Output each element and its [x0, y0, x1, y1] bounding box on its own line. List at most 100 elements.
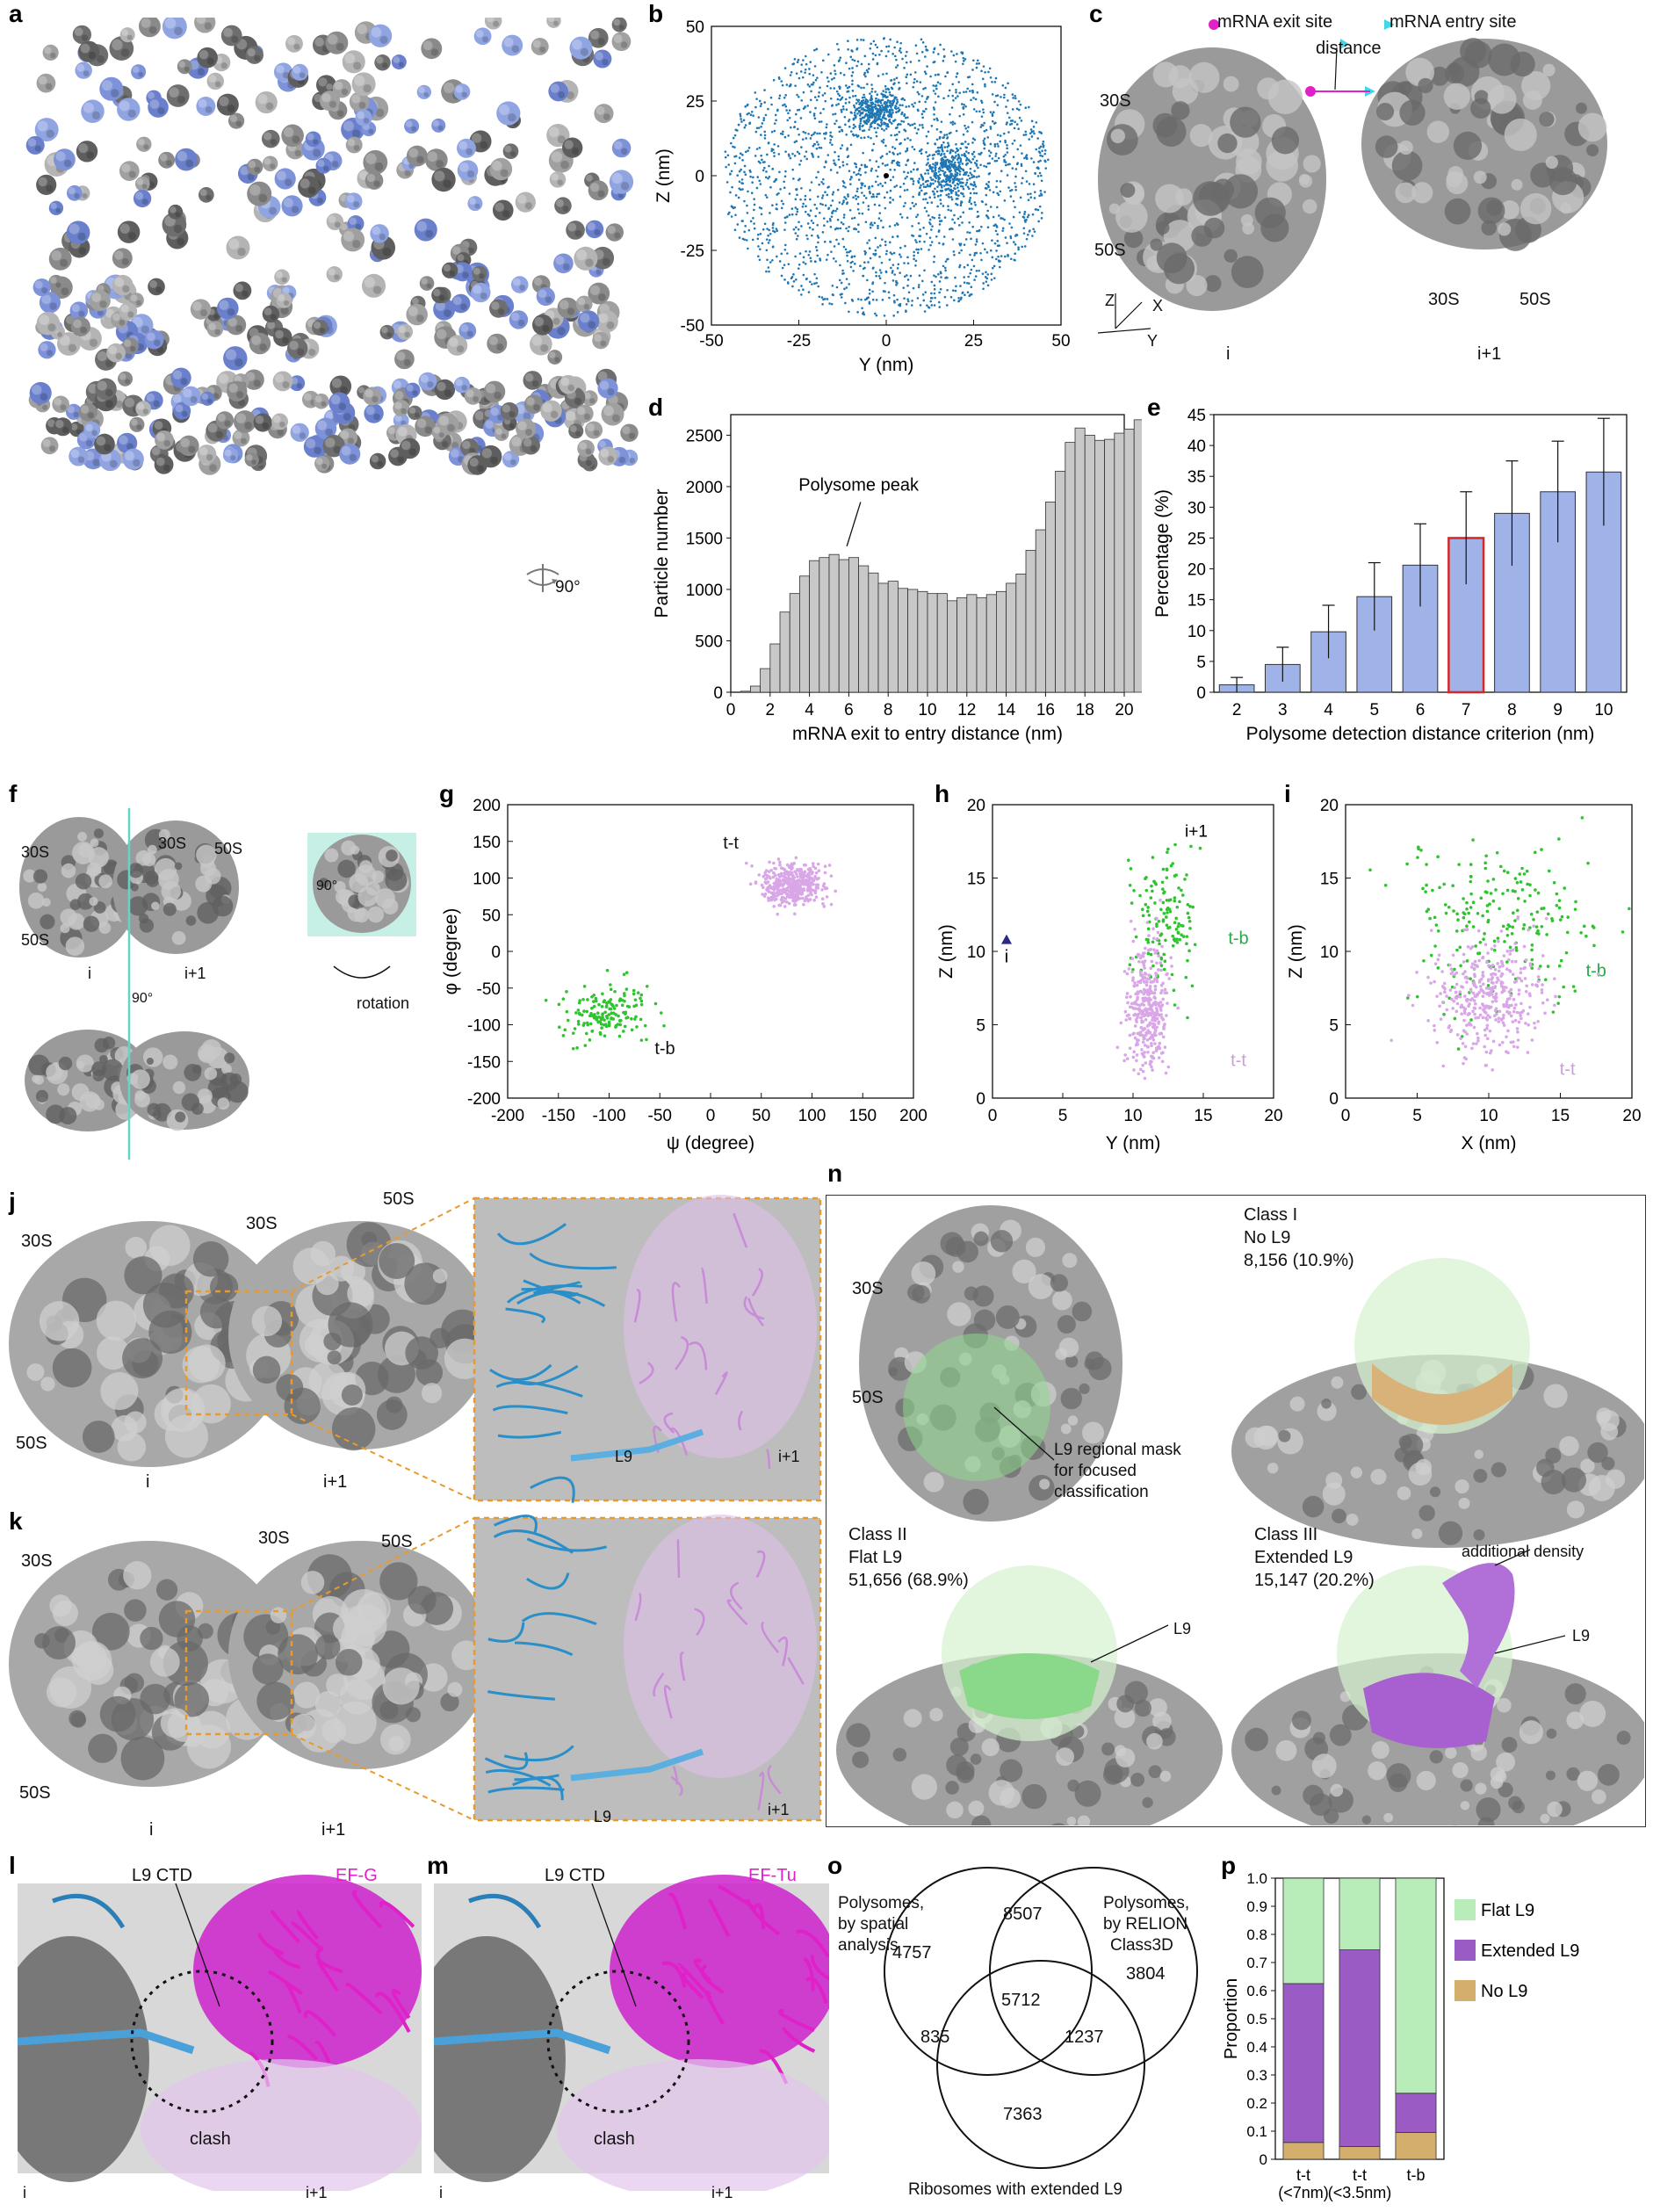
data-point	[877, 246, 879, 249]
particle-shadow	[467, 247, 474, 254]
data-point	[982, 287, 985, 291]
data-point	[893, 273, 896, 276]
data-point	[877, 217, 881, 220]
map-lobe	[1444, 198, 1471, 225]
particle-shadow	[213, 393, 220, 399]
particle-highlight	[328, 268, 336, 276]
data-point	[906, 73, 909, 76]
particle-shadow	[382, 247, 392, 257]
data-point	[947, 257, 949, 261]
data-point	[884, 144, 887, 148]
data-point	[885, 72, 888, 76]
particle-shadow	[240, 437, 247, 445]
data-point	[848, 225, 850, 228]
data-point	[915, 241, 918, 244]
particle-shadow	[353, 61, 362, 70]
data-point	[881, 104, 884, 107]
data-point	[871, 58, 875, 61]
ribosome-particle	[95, 378, 117, 401]
data-point	[798, 133, 800, 136]
map-lobe	[1500, 199, 1519, 220]
particle-highlight	[503, 37, 514, 47]
data-point	[962, 211, 965, 214]
data-point	[970, 293, 973, 296]
panel-c-label-i: i	[1226, 344, 1231, 364]
particle-shadow	[426, 283, 432, 289]
data-point	[885, 249, 889, 253]
data-point	[921, 116, 924, 119]
particle-highlight	[199, 49, 209, 60]
data-point	[996, 244, 1000, 248]
data-point	[783, 97, 786, 99]
ribosome-particle	[502, 143, 519, 160]
data-point	[915, 168, 919, 171]
data-point	[838, 165, 841, 169]
particle-body	[341, 228, 365, 252]
particle-shadow	[441, 440, 449, 448]
data-point	[734, 194, 738, 197]
data-point	[789, 74, 792, 76]
data-point	[852, 118, 855, 120]
particle-highlight	[577, 297, 586, 306]
data-point	[784, 94, 787, 97]
data-point	[951, 175, 955, 177]
ribosome-particle	[351, 72, 376, 97]
data-point	[753, 208, 755, 212]
particle-highlight	[172, 394, 182, 403]
data-point	[1027, 199, 1030, 202]
particle-shadow	[109, 459, 118, 468]
data-point	[935, 275, 937, 278]
data-point	[877, 127, 879, 129]
data-point	[791, 152, 794, 155]
data-point	[869, 126, 872, 128]
particle-shadow	[85, 439, 93, 447]
data-point	[861, 96, 864, 99]
particle-body	[170, 367, 191, 388]
data-point	[988, 67, 992, 70]
data-point	[965, 150, 968, 153]
data-point	[903, 67, 906, 69]
data-point	[1003, 199, 1007, 202]
data-point	[1009, 257, 1013, 261]
data-point	[861, 307, 863, 310]
particle-shadow	[99, 300, 107, 308]
data-point	[894, 66, 898, 69]
ribosome-particle	[597, 378, 618, 399]
particle-highlight	[289, 340, 299, 351]
data-point	[973, 254, 976, 257]
y-tick-label: 1000	[686, 582, 723, 600]
data-point	[821, 303, 824, 306]
x-tick-label: 18	[1076, 701, 1094, 719]
data-point	[816, 132, 819, 135]
particle-highlight	[307, 133, 314, 141]
histogram-bar	[877, 582, 889, 693]
data-point	[924, 86, 927, 90]
data-point	[895, 76, 899, 80]
data-point	[994, 76, 998, 80]
data-point	[933, 260, 935, 264]
ribosome-particle	[472, 265, 487, 282]
data-point	[989, 111, 993, 113]
data-point	[815, 281, 818, 285]
data-point	[884, 206, 887, 210]
ribosome-particle	[502, 451, 520, 468]
particle-shadow	[461, 385, 467, 391]
data-point	[911, 300, 913, 302]
y-tick-label: 50	[686, 18, 704, 37]
data-point	[796, 61, 799, 63]
data-point	[1025, 237, 1029, 241]
particle-highlight	[614, 141, 623, 150]
data-point	[912, 180, 915, 183]
entry-site-marker-i	[1340, 39, 1349, 49]
data-point	[868, 191, 871, 193]
data-point	[901, 104, 904, 107]
data-point	[796, 207, 799, 211]
particle-highlight	[327, 34, 338, 45]
data-point	[771, 227, 775, 229]
particle-body	[515, 192, 536, 213]
data-point	[874, 103, 877, 106]
data-point	[972, 192, 976, 195]
data-point	[896, 298, 899, 301]
data-point	[730, 205, 733, 208]
data-point	[1017, 108, 1021, 112]
